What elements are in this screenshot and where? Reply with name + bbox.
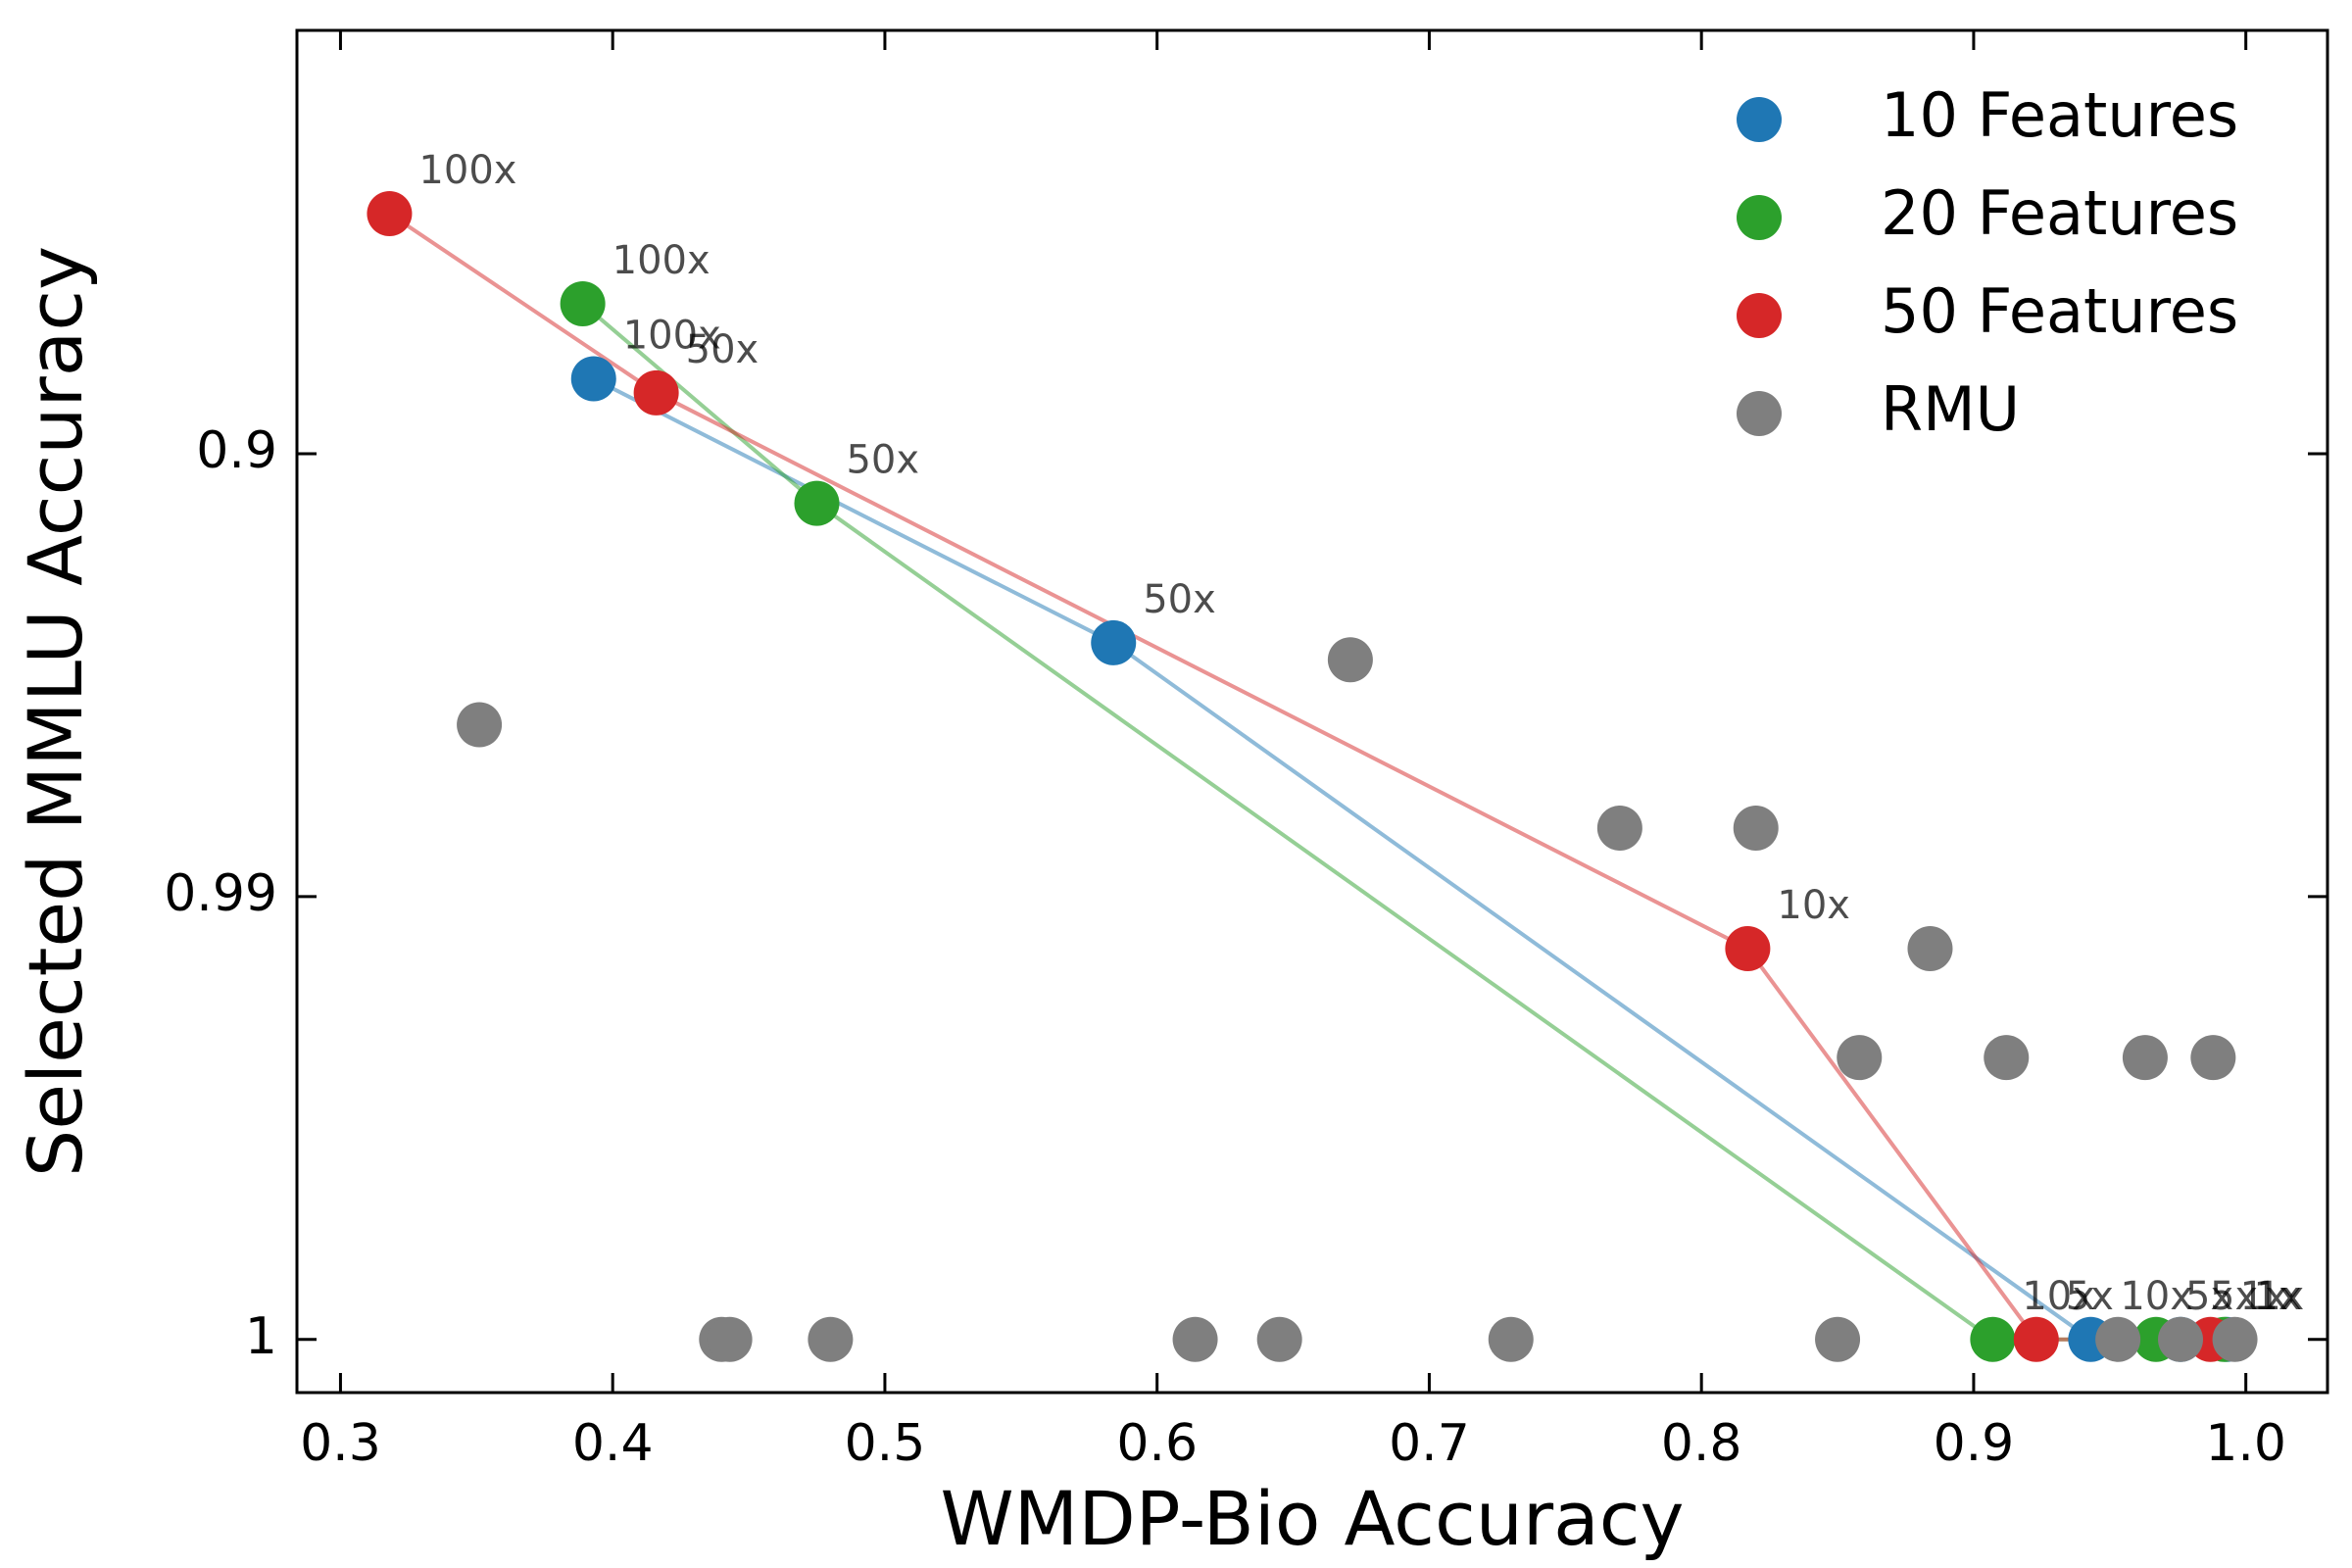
point-label: 5x bbox=[2185, 1274, 2233, 1319]
data-point bbox=[1733, 805, 1779, 851]
legend-label: RMU bbox=[1881, 373, 2020, 445]
data-point bbox=[2190, 1035, 2236, 1081]
data-point bbox=[1488, 1316, 1534, 1362]
x-tick-label: 1.0 bbox=[2205, 1414, 2286, 1473]
data-point bbox=[2212, 1316, 2258, 1362]
point-label: 50x bbox=[686, 327, 760, 372]
legend: 10 Features 20 Features 50 Features RMU bbox=[1737, 79, 2238, 445]
legend-label: 20 Features bbox=[1881, 177, 2238, 249]
y-axis-label: Selected MMLU Accuracy bbox=[12, 246, 99, 1177]
series-line bbox=[592, 376, 2228, 1342]
point-label: 100x bbox=[623, 313, 721, 358]
data-point bbox=[794, 480, 840, 526]
legend-marker bbox=[1737, 293, 1782, 338]
series-line bbox=[581, 302, 2225, 1342]
data-point bbox=[808, 1316, 854, 1362]
point-label: 50x bbox=[846, 438, 919, 483]
x-tick-label: 0.8 bbox=[1661, 1414, 1742, 1473]
y-tick-label: 0.99 bbox=[164, 864, 277, 923]
data-point bbox=[1596, 805, 1642, 851]
point-label: 1x bbox=[2256, 1274, 2304, 1319]
data-point bbox=[560, 280, 606, 326]
point-label: 5x bbox=[2066, 1274, 2114, 1319]
data-point bbox=[1327, 637, 1373, 683]
point-label: 100x bbox=[418, 148, 516, 193]
point-label: 10x bbox=[2120, 1274, 2193, 1319]
point-label: 10x bbox=[2022, 1274, 2095, 1319]
data-point bbox=[707, 1316, 753, 1362]
data-point bbox=[367, 190, 413, 236]
point-label: 50x bbox=[1143, 577, 1216, 622]
legend-marker bbox=[1737, 195, 1782, 240]
x-tick-label: 0.9 bbox=[1934, 1414, 2015, 1473]
legend-label: 50 Features bbox=[1881, 275, 2238, 347]
point-label: 10x bbox=[1777, 883, 1850, 928]
data-point bbox=[1091, 619, 1137, 665]
point-label: 5x bbox=[2210, 1274, 2258, 1319]
legend-label: 10 Features bbox=[1881, 79, 2238, 151]
data-point bbox=[2013, 1316, 2059, 1362]
y-tick-label: 0.9 bbox=[196, 421, 277, 480]
x-tick-label: 0.6 bbox=[1116, 1414, 1198, 1473]
data-point bbox=[2095, 1316, 2141, 1362]
x-tick-label: 0.5 bbox=[845, 1414, 926, 1473]
x-tick-label: 0.4 bbox=[572, 1414, 654, 1473]
legend-marker bbox=[1737, 97, 1782, 142]
data-point bbox=[1256, 1316, 1302, 1362]
data-point bbox=[1837, 1035, 1883, 1081]
data-point bbox=[1172, 1316, 1218, 1362]
point-label: 100x bbox=[612, 238, 710, 283]
point-label: 1x bbox=[2253, 1274, 2301, 1319]
point-label: 1x bbox=[2240, 1274, 2288, 1319]
data-point bbox=[2122, 1035, 2168, 1081]
data-point bbox=[1984, 1035, 2030, 1081]
plot-frame bbox=[295, 28, 2329, 1395]
x-axis-label: WMDP-Bio Accuracy bbox=[941, 1475, 1685, 1562]
data-point bbox=[570, 356, 616, 402]
data-point bbox=[2158, 1316, 2204, 1362]
data-point bbox=[1815, 1316, 1861, 1362]
data-point bbox=[1725, 925, 1771, 971]
data-point bbox=[457, 702, 503, 748]
data-point bbox=[633, 369, 679, 416]
x-tick-label: 0.7 bbox=[1389, 1414, 1470, 1473]
data-point bbox=[1970, 1316, 2016, 1362]
x-tick-label: 0.3 bbox=[300, 1414, 381, 1473]
legend-marker bbox=[1737, 391, 1782, 436]
data-point bbox=[1907, 925, 1953, 971]
y-tick-label: 1 bbox=[245, 1307, 277, 1366]
